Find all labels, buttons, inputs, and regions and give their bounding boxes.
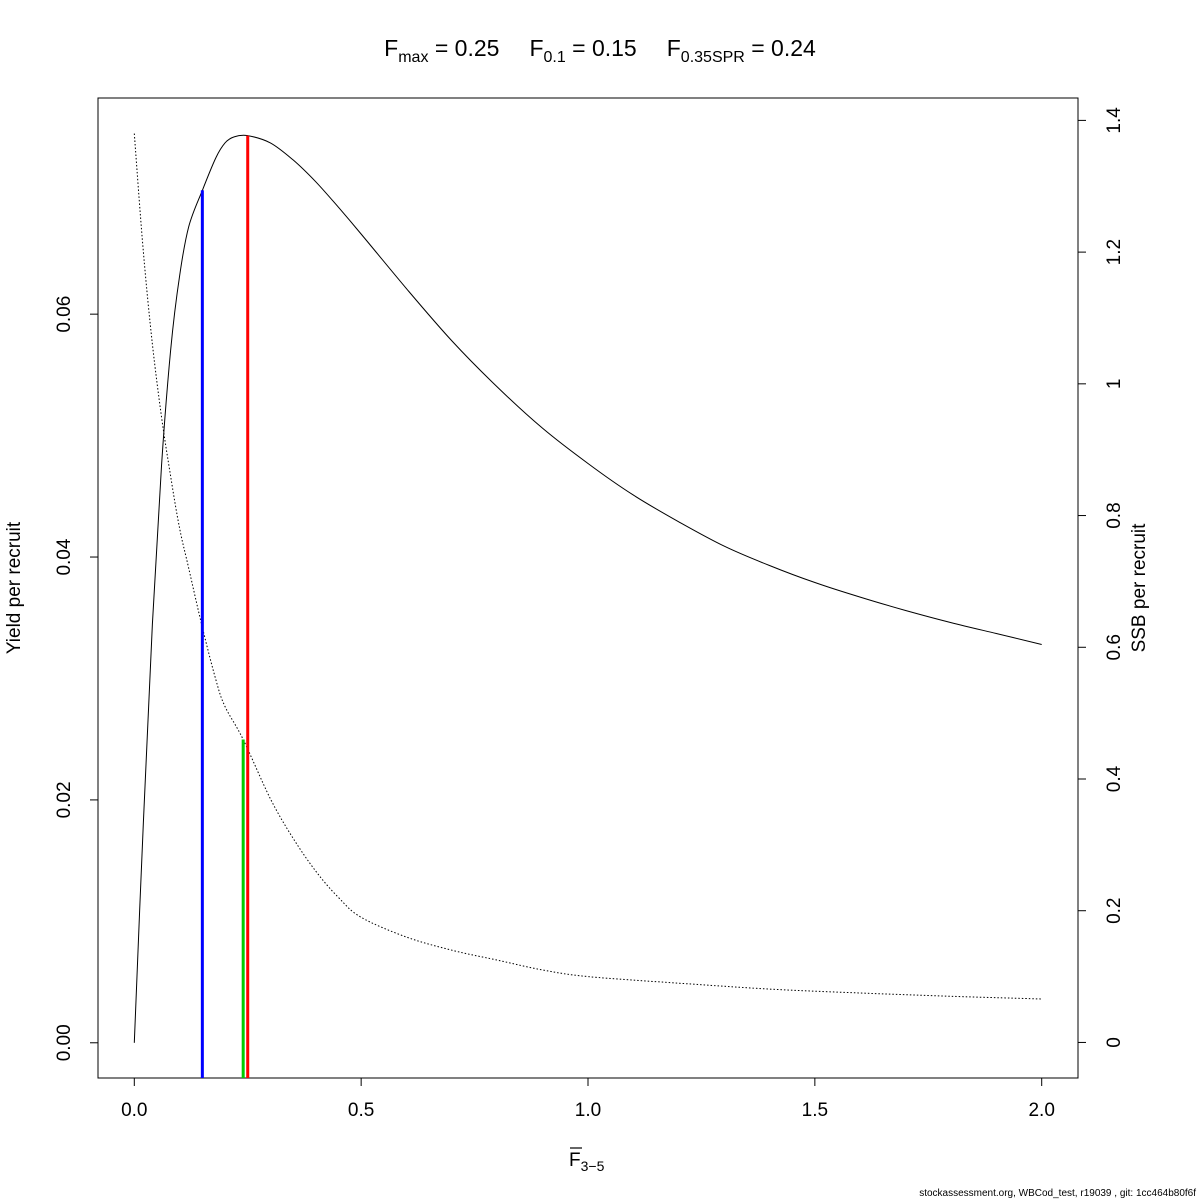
fmax-value: = 0.25 bbox=[428, 35, 499, 61]
x-axis-title-text: F3−5 bbox=[569, 1150, 605, 1174]
axes-ticks: 0.0 0.5 1.0 1.5 2.0 0.00 0.02 0.04 0.06 0 0.2 0.4 0.… bbox=[54, 107, 1125, 1121]
y2-tick-label: 1.2 bbox=[1104, 239, 1125, 265]
y-tick-label: 0.02 bbox=[54, 781, 75, 818]
f01-value: = 0.15 bbox=[566, 35, 637, 61]
x-tick-label: 1.0 bbox=[575, 1100, 601, 1121]
fspr-value: = 0.24 bbox=[745, 35, 816, 61]
chart-title: Fmax = 0.25 F0.1 = 0.15 F0.35SPR = 0.24 bbox=[384, 35, 816, 66]
x-axis-title: F3−5 bbox=[569, 1147, 605, 1174]
reference-lines bbox=[200, 135, 250, 1078]
yield-per-recruit-curve bbox=[133, 134, 1042, 1043]
y-tick-label: 0.04 bbox=[54, 538, 75, 575]
y2-tick-label: 0.6 bbox=[1104, 634, 1125, 660]
y-tick-label: 0.06 bbox=[54, 296, 75, 333]
y2-tick-label: 0 bbox=[1104, 1037, 1125, 1048]
y2-tick-label: 1 bbox=[1104, 379, 1125, 390]
x-tick-label: 0.5 bbox=[348, 1100, 374, 1121]
footer-note: stockassessment.org, WBCod_test, r19039 … bbox=[919, 1188, 1196, 1199]
f01-sub: 0.1 bbox=[544, 49, 566, 66]
fmax-label: F bbox=[384, 35, 398, 61]
y2-tick-label: 0.2 bbox=[1104, 898, 1125, 924]
y2-tick-label: 0.4 bbox=[1104, 765, 1125, 792]
x-tick-label: 0.0 bbox=[121, 1100, 147, 1121]
y2-tick-label: 1.4 bbox=[1104, 107, 1125, 134]
y-tick-label: 0.00 bbox=[54, 1024, 75, 1061]
y-axis-title: Yield per recruit bbox=[4, 521, 25, 654]
fmax-sub: max bbox=[398, 49, 428, 66]
ssb-per-recruit-curve bbox=[133, 133, 1042, 1000]
y2-axis-title: SSB per recruit bbox=[1129, 523, 1150, 653]
x-tick-label: 2.0 bbox=[1028, 1100, 1054, 1121]
fspr-label: F bbox=[667, 35, 681, 61]
fspr-sub: 0.35SPR bbox=[681, 49, 745, 66]
x-tick-label: 1.5 bbox=[802, 1100, 828, 1121]
curves bbox=[133, 133, 1042, 1043]
plot-frame bbox=[97, 97, 1079, 1079]
f01-label: F bbox=[529, 35, 543, 61]
y2-tick-label: 0.8 bbox=[1104, 502, 1125, 528]
